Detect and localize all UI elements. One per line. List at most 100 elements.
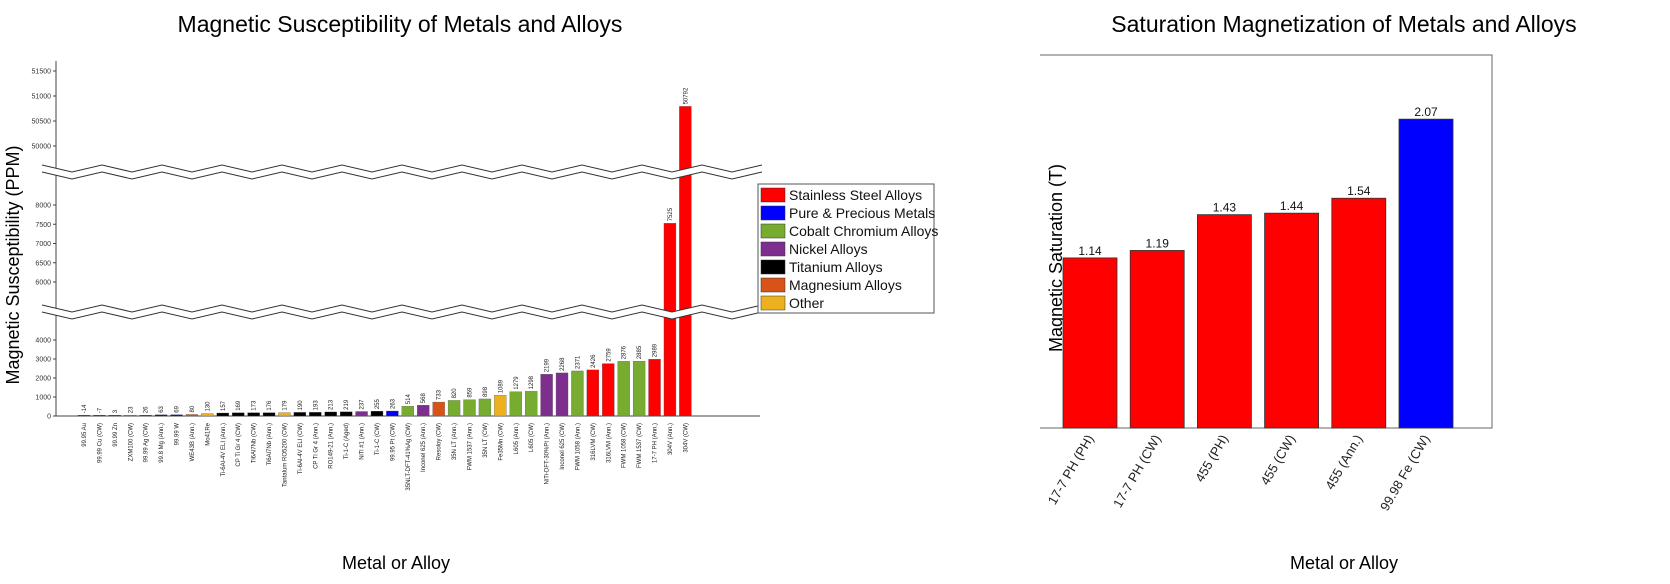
bar-value-label: 1.43 xyxy=(1213,201,1237,215)
y-tick-label: 6000 xyxy=(35,280,51,287)
axis-break-marks xyxy=(41,164,763,320)
bar xyxy=(1398,118,1454,429)
bar xyxy=(77,415,91,417)
bar-value-label: 2.07 xyxy=(1414,105,1438,119)
bar xyxy=(124,415,137,417)
bar-value-label: 2371 xyxy=(575,355,581,369)
legend-entry-label: Pure & Precious Metals xyxy=(789,205,935,221)
bar xyxy=(1331,197,1387,429)
bar xyxy=(617,361,630,417)
bar-value-label: 176 xyxy=(267,400,273,411)
bar-value-label: 219 xyxy=(344,399,350,410)
axis-break-line xyxy=(41,164,763,173)
category-label: CP Ti Gr 4 (CW) xyxy=(236,423,242,467)
susceptibility-y-axis-label: Magnetic Susceptibility (PPM) xyxy=(3,145,23,384)
bar xyxy=(509,391,522,417)
bar-value-label: 1.14 xyxy=(1078,244,1102,258)
legend-swatch xyxy=(760,223,786,239)
y-tick-label: 50000 xyxy=(32,144,52,151)
bar xyxy=(262,412,276,417)
bar xyxy=(447,400,461,417)
bar-value-label: 80 xyxy=(190,405,196,412)
saturation-chart-title: Saturation Magnetization of Metals and A… xyxy=(1111,11,1576,37)
bar xyxy=(339,411,353,417)
category-label: Inconel 625 (Ann.) xyxy=(421,423,427,472)
susceptibility-bars: -14 99.95 Au -7 99.99 Cu (CW) 3 99.99 Zn 23 ZXM… xyxy=(77,87,692,491)
bar-value-label: -14 xyxy=(82,404,88,413)
bar-value-label: 514 xyxy=(406,394,412,405)
category-label: L605 (Ann.) xyxy=(514,423,520,454)
y-tick-label: 8000 xyxy=(35,203,51,210)
legend-entry-label: Other xyxy=(789,295,824,311)
legend-swatch xyxy=(760,241,786,257)
bar-value-label: 263 xyxy=(390,398,396,409)
bar xyxy=(571,370,584,417)
bar xyxy=(93,415,106,417)
bar-value-label: 1298 xyxy=(529,375,535,389)
saturation-bars: 1.14 17-7 PH (PH) 1.19 17-7 PH (CW) 1.43 455 … xyxy=(1045,105,1454,513)
y-tick-label: 1000 xyxy=(35,395,51,402)
susceptibility-chart-title: Magnetic Susceptibility of Metals and Al… xyxy=(178,11,623,37)
category-label: FWM 1058 (CW) xyxy=(622,423,628,468)
bar-value-label: 2989 xyxy=(653,343,659,357)
legend-swatch xyxy=(760,187,786,203)
bar-value-label: 2268 xyxy=(560,357,566,371)
bar xyxy=(293,412,307,417)
category-label: FWM 1058 (Ann.) xyxy=(575,423,581,470)
legend-entry-label: Magnesium Alloys xyxy=(789,277,902,293)
bar-value-label: 157 xyxy=(221,400,227,411)
bar-value-label: 568 xyxy=(421,393,427,404)
category-label: RO149-21 (Ann.) xyxy=(329,423,335,469)
category-label: Ti-1-C (Aged) xyxy=(344,423,350,459)
category-label: Ti-6Al-4V ELI (Ann.) xyxy=(221,423,227,476)
bar-value-label: 213 xyxy=(329,399,335,410)
bar xyxy=(602,363,615,417)
category-label: Ti6Al7Nb (Ann.) xyxy=(267,423,273,465)
category-label: Resoloy (CW) xyxy=(437,423,443,460)
bar-value-label: 237 xyxy=(360,399,366,410)
category-label: 35N LT (Ann.) xyxy=(452,423,458,460)
bar-value-label: 898 xyxy=(483,386,489,397)
y-tick-label: 6500 xyxy=(35,260,51,267)
bar-value-label: 130 xyxy=(205,401,211,412)
y-tick-label: 0 xyxy=(47,414,51,421)
bar xyxy=(478,398,492,417)
y-tick-label: 50500 xyxy=(32,119,52,126)
category-label: 99.99 W xyxy=(175,423,181,446)
legend-entry-label: Titanium Alloys xyxy=(789,259,883,275)
bar-value-label: 2199 xyxy=(545,358,551,372)
category-label: 35N LT (CW) xyxy=(483,423,489,458)
category-label: NiTi #1 (Ann.) xyxy=(360,423,366,460)
axis-break-line xyxy=(41,311,763,320)
category-label: NiTi-DFT-30%Pt (Ann.) xyxy=(545,423,551,484)
bar-value-label: 733 xyxy=(437,389,443,400)
bar-value-label: -7 xyxy=(97,407,103,413)
saturation-chart: Saturation Magnetization of Metals and A… xyxy=(1040,11,1577,573)
bar xyxy=(632,361,646,417)
legend: Stainless Steel Alloys Pure & Precious Me… xyxy=(757,183,938,314)
bar xyxy=(417,405,430,417)
bar xyxy=(201,413,214,417)
category-label: 455 (PH) xyxy=(1192,432,1231,485)
category-label: 17-7 PH (Ann.) xyxy=(653,423,659,463)
bar xyxy=(185,414,199,417)
bar-value-label: 1.54 xyxy=(1347,184,1371,198)
bar xyxy=(108,415,121,417)
bar xyxy=(1129,250,1185,429)
axis-break-line xyxy=(41,304,763,313)
category-label: 455 (Ann.) xyxy=(1322,432,1365,492)
category-label: Ti-6Al-4V ELI (CW) xyxy=(298,423,304,474)
bar-value-label: 63 xyxy=(159,405,165,412)
bar xyxy=(663,223,677,417)
bar xyxy=(463,399,476,417)
y-tick-label: 51000 xyxy=(32,94,52,101)
y-tick-label: 3000 xyxy=(35,357,51,364)
category-label: FWM 1537 (Ann.) xyxy=(468,423,474,470)
bar xyxy=(309,412,322,417)
susceptibility-x-axis-label: Metal or Alloy xyxy=(342,553,450,573)
bar xyxy=(278,412,291,417)
category-label: 304V (Ann.) xyxy=(668,423,674,455)
bar-value-label: 173 xyxy=(252,400,258,411)
bar xyxy=(648,359,661,417)
category-label: 304V (CW) xyxy=(683,423,689,453)
